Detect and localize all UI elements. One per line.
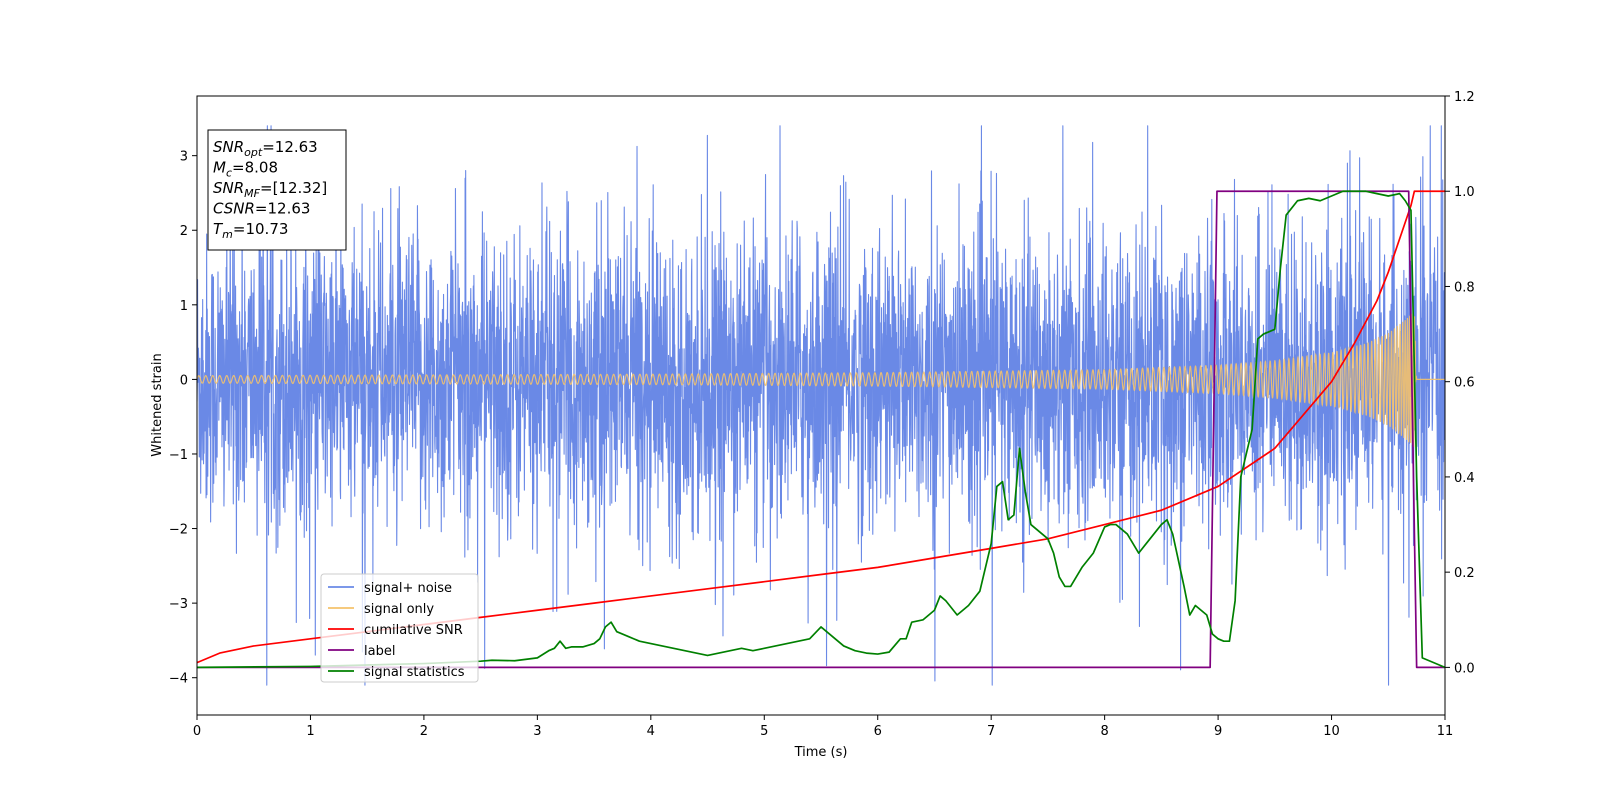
series-label <box>197 190 1445 669</box>
x-tick-label: 1 <box>306 724 314 739</box>
legend-frame <box>320 573 479 683</box>
y-left-tick-label: −4 <box>169 672 188 687</box>
y-left-tick-label: −3 <box>169 597 188 612</box>
axes: 0 1 2 3 4 5 6 7 8 9 10 11 −4 −3 −2 −1 0 1 2 3 0.0 0.2 0.4 0.6 0.… <box>169 90 1475 739</box>
x-tick-label: 5 <box>760 724 768 739</box>
legend-label: label <box>364 644 395 659</box>
y-left-tick-label: 2 <box>180 224 188 239</box>
annotation-line: Mc=8.08 <box>213 159 278 180</box>
annotation-line: SNRopt=12.63 <box>213 138 318 159</box>
x-tick-label: 11 <box>1437 724 1454 739</box>
y-right-tick-label: 1.2 <box>1454 90 1475 105</box>
x-tick-label: 10 <box>1323 724 1340 739</box>
x-tick-label: 3 <box>533 724 541 739</box>
plot-frame <box>196 95 1446 716</box>
annotation-frame <box>207 129 347 251</box>
y-left-tick-label: 1 <box>180 299 188 314</box>
annotation-line: CSNR=12.63 <box>213 200 310 218</box>
y-right-tick-label: 1.0 <box>1454 185 1475 200</box>
series-signal-statistics <box>197 190 1445 669</box>
y-right-tick-label: 0.6 <box>1454 376 1475 391</box>
y-left-tick-label: −2 <box>169 523 188 538</box>
series-signal-only <box>197 312 1445 447</box>
y-left-tick-label: 3 <box>180 150 188 165</box>
x-axis-label: Time (s) <box>794 745 848 760</box>
x-tick-label: 7 <box>987 724 995 739</box>
x-tick-label: 0 <box>193 724 201 739</box>
x-tick-label: 8 <box>1100 724 1108 739</box>
annotation-line: Tm=10.73 <box>213 220 288 241</box>
legend-label: signal statistics <box>364 665 465 680</box>
legend-label: signal only <box>364 602 434 617</box>
legend: signal+ noise signal only cumilative SNR la… <box>320 573 479 683</box>
annotation-box: SNRopt=12.63Mc=8.08SNRMF=[12.32]CSNR=12.… <box>207 129 347 251</box>
annotation-line: SNRMF=[12.32] <box>213 179 327 200</box>
y-right-tick-label: 0.2 <box>1454 566 1475 581</box>
y-axis-label: Whitened strain <box>150 353 165 456</box>
y-right-tick-label: 0.8 <box>1454 280 1475 295</box>
x-tick-label: 2 <box>420 724 428 739</box>
y-left-tick-label: 0 <box>180 373 188 388</box>
y-right-tick-label: 0.4 <box>1454 471 1475 486</box>
x-tick-label: 9 <box>1214 724 1222 739</box>
legend-label: signal+ noise <box>364 581 452 596</box>
x-tick-label: 4 <box>647 724 655 739</box>
y-right-tick-label: 0.0 <box>1454 661 1475 676</box>
legend-label: cumilative SNR <box>364 623 463 638</box>
x-tick-label: 6 <box>874 724 882 739</box>
y-left-tick-label: −1 <box>169 448 188 463</box>
